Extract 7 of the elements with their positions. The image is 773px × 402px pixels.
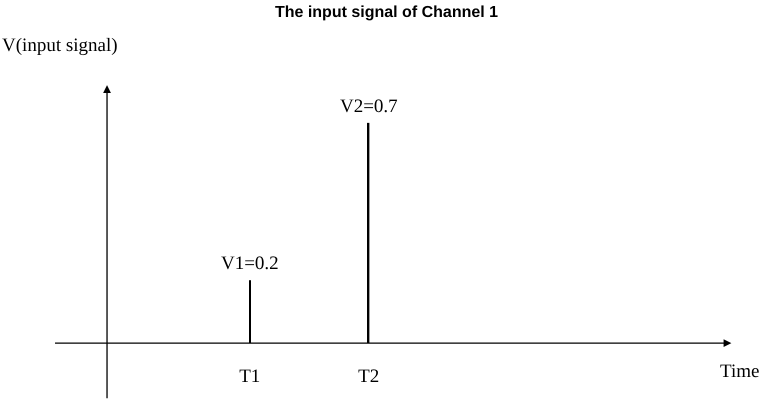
data-label: V2=0.7 [340, 96, 398, 117]
x-tick-label: T1 [239, 366, 260, 387]
data-label: V1=0.2 [221, 253, 279, 274]
x-tick-label: T2 [358, 366, 380, 387]
text: Time [720, 361, 760, 382]
chart-title: The input signal of Channel 1 [274, 4, 498, 22]
text: V(input signal) [2, 35, 118, 56]
